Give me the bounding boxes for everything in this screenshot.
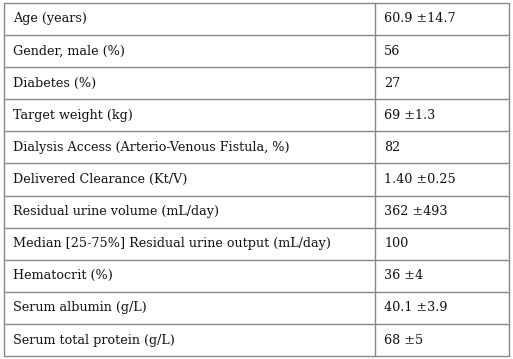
Text: Serum total protein (g/L): Serum total protein (g/L) bbox=[13, 334, 175, 346]
Text: 1.40 ±0.25: 1.40 ±0.25 bbox=[384, 173, 456, 186]
Text: 100: 100 bbox=[384, 237, 409, 250]
Text: 27: 27 bbox=[384, 77, 401, 90]
Text: Delivered Clearance (Kt/V): Delivered Clearance (Kt/V) bbox=[13, 173, 188, 186]
Text: 60.9 ±14.7: 60.9 ±14.7 bbox=[384, 13, 456, 25]
Text: Diabetes (%): Diabetes (%) bbox=[13, 77, 96, 90]
Text: Target weight (kg): Target weight (kg) bbox=[13, 109, 133, 122]
Text: 362 ±493: 362 ±493 bbox=[384, 205, 448, 218]
Text: 69 ±1.3: 69 ±1.3 bbox=[384, 109, 436, 122]
Text: Age (years): Age (years) bbox=[13, 13, 87, 25]
Text: 36 ±4: 36 ±4 bbox=[384, 269, 424, 282]
Text: Hematocrit (%): Hematocrit (%) bbox=[13, 269, 113, 282]
Text: Median [25-75%] Residual urine output (mL/day): Median [25-75%] Residual urine output (m… bbox=[13, 237, 331, 250]
Text: Gender, male (%): Gender, male (%) bbox=[13, 45, 125, 57]
Text: Dialysis Access (Arterio-Venous Fistula, %): Dialysis Access (Arterio-Venous Fistula,… bbox=[13, 141, 290, 154]
Text: Serum albumin (g/L): Serum albumin (g/L) bbox=[13, 302, 147, 314]
Text: 82: 82 bbox=[384, 141, 401, 154]
Text: 68 ±5: 68 ±5 bbox=[384, 334, 424, 346]
Text: Residual urine volume (mL/day): Residual urine volume (mL/day) bbox=[13, 205, 220, 218]
Text: 56: 56 bbox=[384, 45, 401, 57]
Text: 40.1 ±3.9: 40.1 ±3.9 bbox=[384, 302, 448, 314]
